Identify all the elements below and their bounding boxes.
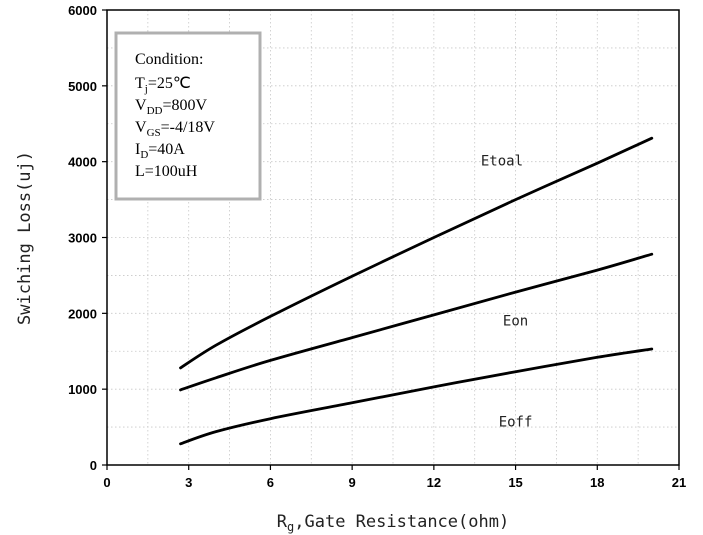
series-label-eoff: Eoff [499, 414, 533, 430]
x-tick-label: 0 [103, 475, 110, 490]
condition-box: Condition: Tj=25℃VDD=800VVGS=-4/18VID=40… [114, 31, 262, 201]
x-axis-title: Rg,Gate Resistance(ohm) [277, 512, 509, 534]
x-tick-label: 9 [349, 475, 356, 490]
series-lines [179, 136, 654, 446]
series-line-etoal [179, 136, 654, 370]
x-tick-label: 3 [185, 475, 192, 490]
series-line-eon [179, 252, 654, 392]
grid [107, 10, 679, 465]
y-tick-label: 3000 [68, 231, 97, 246]
y-axis-title: Swiching Loss(uj) [15, 151, 35, 325]
x-axis-title-rest: ,Gate Resistance(ohm) [294, 512, 509, 532]
series-labels: Etoal Eon Eoff [481, 153, 533, 430]
condition-heading: Condition: [135, 51, 203, 68]
axis-ticks: 0 3 6 9 12 15 18 21 0 1000 2000 3000 4000 5000 6000 [68, 3, 686, 490]
y-tick-label: 4000 [68, 155, 97, 170]
y-tick-label: 2000 [68, 306, 97, 321]
y-tick-label: 6000 [68, 3, 97, 18]
x-axis-title-sub: g [287, 520, 294, 534]
condition-line: VGS=-4/18V [135, 119, 215, 139]
x-tick-label: 21 [672, 475, 686, 490]
x-tick-label: 18 [590, 475, 604, 490]
condition-box-frame [114, 31, 262, 201]
condition-line: Tj=25℃ [135, 75, 191, 95]
x-tick-label: 6 [267, 475, 274, 490]
y-tick-label: 0 [90, 458, 97, 473]
y-tick-label: 1000 [68, 382, 97, 397]
x-tick-label: 15 [508, 475, 522, 490]
series-label-eon: Eon [503, 313, 528, 329]
y-tick-label: 5000 [68, 79, 97, 94]
series-label-etoal: Etoal [481, 153, 523, 169]
condition-line: L=100uH [135, 163, 198, 180]
condition-line: ID=40A [135, 141, 185, 161]
condition-line: VDD=800V [135, 97, 207, 117]
x-tick-label: 12 [427, 475, 441, 490]
series-line-eoff [179, 347, 654, 446]
x-axis-title-main: R [277, 512, 288, 532]
